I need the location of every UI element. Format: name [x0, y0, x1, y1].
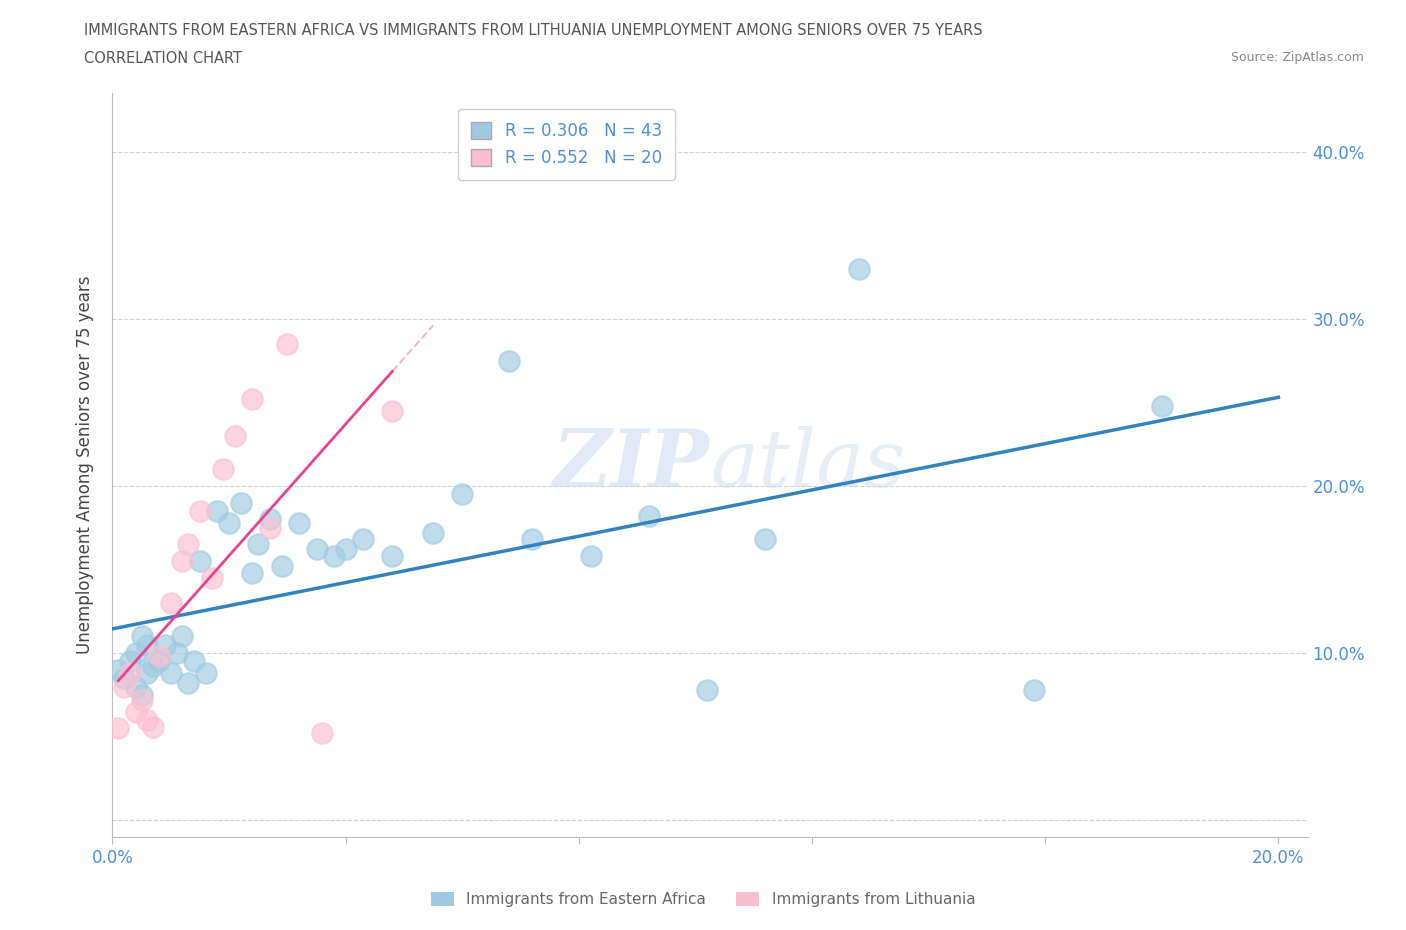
Point	[188, 503, 211, 518]
Point	[352, 532, 374, 547]
Point	[218, 515, 240, 530]
Point	[242, 565, 264, 580]
Point	[142, 659, 165, 674]
Point	[207, 503, 229, 518]
Point	[148, 654, 170, 669]
Point	[288, 515, 311, 530]
Point	[177, 537, 200, 551]
Legend: Immigrants from Eastern Africa, Immigrants from Lithuania: Immigrants from Eastern Africa, Immigran…	[425, 885, 981, 913]
Point	[131, 687, 153, 702]
Point	[381, 404, 404, 418]
Point	[177, 676, 200, 691]
Point	[131, 629, 153, 644]
Point	[637, 509, 659, 524]
Point	[172, 553, 194, 568]
Point	[276, 337, 298, 352]
Point	[112, 679, 135, 694]
Y-axis label: Unemployment Among Seniors over 75 years: Unemployment Among Seniors over 75 years	[76, 276, 94, 654]
Point	[1150, 398, 1173, 413]
Point	[159, 595, 181, 610]
Point	[125, 679, 148, 694]
Text: ZIP: ZIP	[553, 426, 710, 504]
Point	[242, 392, 264, 406]
Point	[381, 549, 404, 564]
Text: atlas: atlas	[710, 426, 905, 504]
Point	[136, 637, 159, 652]
Point	[125, 704, 148, 719]
Point	[1022, 683, 1045, 698]
Point	[183, 654, 205, 669]
Point	[136, 666, 159, 681]
Point	[848, 261, 870, 276]
Point	[153, 637, 176, 652]
Point	[107, 721, 129, 736]
Point	[224, 429, 246, 444]
Point	[148, 649, 170, 664]
Point	[188, 553, 211, 568]
Point	[166, 645, 188, 660]
Point	[323, 549, 346, 564]
Text: CORRELATION CHART: CORRELATION CHART	[84, 51, 242, 66]
Point	[498, 353, 520, 368]
Point	[754, 532, 776, 547]
Point	[194, 666, 217, 681]
Point	[107, 662, 129, 677]
Point	[579, 549, 602, 564]
Point	[305, 542, 328, 557]
Point	[125, 645, 148, 660]
Point	[259, 520, 281, 535]
Point	[451, 486, 474, 501]
Point	[247, 537, 270, 551]
Point	[142, 719, 165, 734]
Point	[311, 726, 333, 741]
Point	[422, 525, 444, 540]
Point	[172, 629, 194, 644]
Text: IMMIGRANTS FROM EASTERN AFRICA VS IMMIGRANTS FROM LITHUANIA UNEMPLOYMENT AMONG S: IMMIGRANTS FROM EASTERN AFRICA VS IMMIGR…	[84, 23, 983, 38]
Point	[131, 693, 153, 708]
Point	[229, 495, 252, 510]
Point	[159, 666, 181, 681]
Point	[696, 683, 718, 698]
Point	[335, 542, 357, 557]
Point	[200, 570, 222, 585]
Text: Source: ZipAtlas.com: Source: ZipAtlas.com	[1230, 51, 1364, 64]
Point	[118, 654, 141, 669]
Point	[259, 512, 281, 526]
Point	[112, 671, 135, 685]
Point	[136, 712, 159, 727]
Legend: R = 0.306   N = 43, R = 0.552   N = 20: R = 0.306 N = 43, R = 0.552 N = 20	[458, 109, 675, 180]
Point	[118, 666, 141, 681]
Point	[212, 461, 235, 476]
Point	[270, 559, 292, 574]
Point	[522, 532, 544, 547]
